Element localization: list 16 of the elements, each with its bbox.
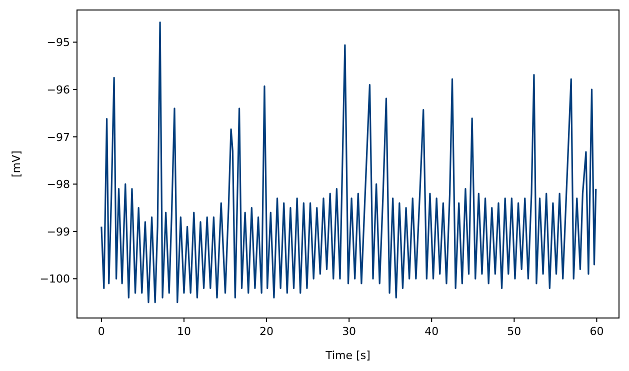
- y-tick-label: −96: [46, 83, 70, 96]
- x-tick-label: 0: [98, 325, 105, 338]
- y-tick-label: −99: [46, 225, 70, 238]
- y-axis-title: [mV]: [10, 150, 23, 178]
- x-axis-title: Time [s]: [324, 349, 370, 362]
- x-tick-label: 60: [590, 325, 604, 338]
- y-tick-label: −98: [46, 178, 70, 192]
- x-tick-label: 20: [260, 325, 274, 338]
- line-series: [100, 22, 597, 304]
- y-tick-label: −97: [46, 130, 70, 144]
- y-tick-label: −95: [46, 36, 70, 50]
- x-tick-label: 40: [424, 325, 439, 338]
- x-tick-label: 10: [176, 325, 191, 338]
- y-tick-label: −100: [40, 272, 70, 286]
- x-tick-label: 30: [342, 325, 356, 338]
- x-tick-label: 50: [507, 325, 522, 338]
